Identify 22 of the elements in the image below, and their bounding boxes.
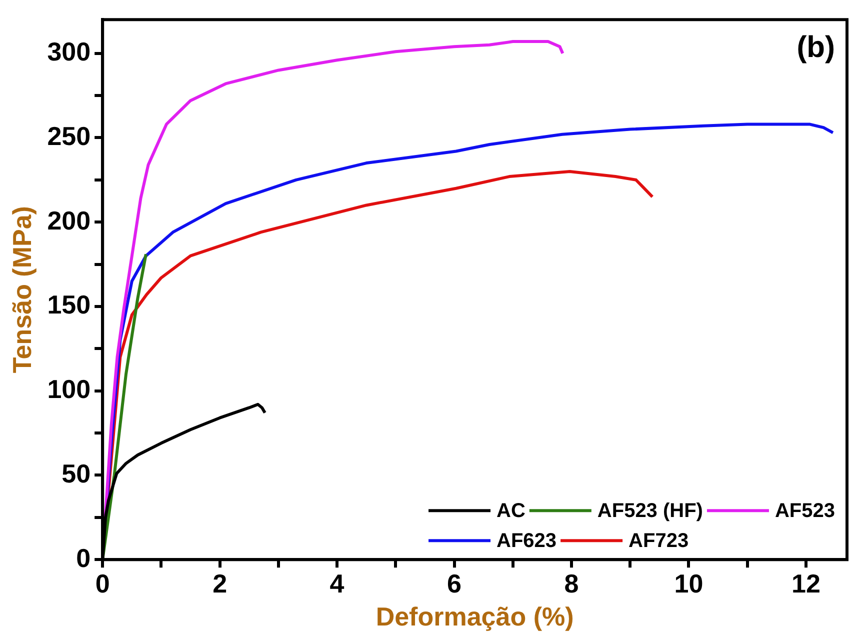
x-tick-label: 8	[564, 568, 579, 598]
legend-label: AC	[496, 500, 526, 522]
legend-label: AF623	[496, 530, 557, 552]
y-tick-label: 150	[47, 290, 91, 320]
y-tick-label: 0	[76, 542, 91, 573]
legend-label: AF523	[774, 500, 835, 522]
annotation: (b)	[796, 30, 835, 64]
y-tick-label: 100	[47, 374, 91, 404]
y-tick-label: 200	[47, 205, 91, 236]
x-tick-label: 12	[792, 568, 820, 598]
legend-label: AF523 (HF)	[597, 500, 703, 522]
y-axis-title: Tensão (MPa)	[6, 206, 37, 374]
x-tick-label: 0	[95, 568, 110, 598]
x-tick-label: 2	[212, 568, 228, 598]
x-tick-label: 6	[447, 568, 462, 598]
y-tick-label: 300	[47, 36, 91, 67]
x-tick-label: 4	[330, 568, 345, 598]
y-tick-label: 50	[62, 458, 91, 488]
legend-label: AF723	[628, 530, 689, 552]
y-tick-label: 250	[47, 120, 91, 151]
x-axis-title: Deformação (%)	[376, 602, 574, 632]
x-tick-label: 10	[674, 568, 704, 598]
